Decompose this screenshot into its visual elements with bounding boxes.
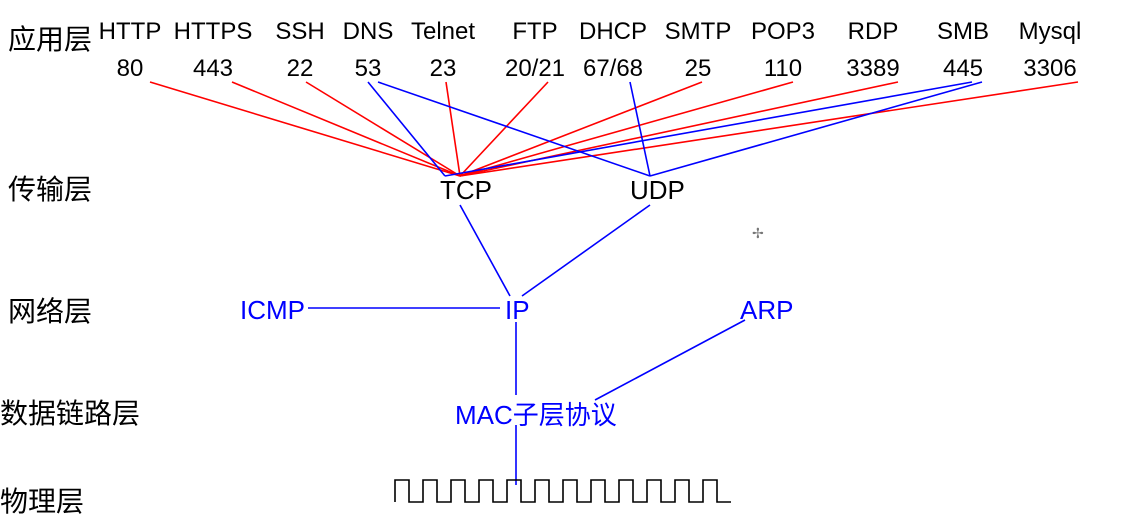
app-proto-https: HTTPS: [174, 18, 253, 46]
app-proto-dns: DNS: [343, 18, 394, 46]
app-proto-telnet: Telnet: [411, 18, 475, 46]
app-port-ssh: 22: [287, 55, 314, 83]
app-proto-mysql: Mysql: [1019, 18, 1082, 46]
layer-label-network: 网络层: [8, 290, 92, 330]
layer-label-app: 应用层: [8, 18, 92, 58]
app-proto-ssh: SSH: [275, 18, 324, 46]
app-proto-smb: SMB: [937, 18, 989, 46]
app-proto-pop3: POP3: [751, 18, 815, 46]
app-port-pop3: 110: [764, 55, 802, 83]
app-proto-dhcp: DHCP: [579, 18, 647, 46]
transport-tcp: TCP: [440, 175, 492, 206]
app-port-smb: 445: [943, 55, 983, 83]
network-arp: ARP: [740, 295, 793, 326]
app-port-ftp: 20/21: [505, 55, 565, 83]
app-port-smtp: 25: [685, 55, 712, 83]
network-ip: IP: [505, 295, 530, 326]
app-proto-rdp: RDP: [848, 18, 899, 46]
app-port-telnet: 23: [430, 55, 457, 83]
layer-label-physical: 物理层: [0, 480, 84, 520]
network-icmp: ICMP: [240, 295, 305, 326]
app-proto-ftp: FTP: [512, 18, 557, 46]
datalink-mac: MAC子层协议: [455, 395, 617, 432]
layer-label-transport: 传输层: [8, 168, 92, 208]
transport-udp: UDP: [630, 175, 685, 206]
app-port-dns: 53: [355, 55, 382, 83]
diagram-text-layer: 应用层传输层网络层数据链路层物理层 HTTP 80 HTTPS 443 SSH 22 DNS 5…: [0, 0, 1140, 532]
app-port-http: 80: [117, 55, 144, 83]
cursor-crosshair-icon: ✢: [752, 225, 764, 242]
app-port-mysql: 3306: [1023, 55, 1076, 83]
app-port-rdp: 3389: [846, 55, 899, 83]
app-port-dhcp: 67/68: [583, 55, 643, 83]
app-proto-smtp: SMTP: [665, 18, 732, 46]
app-proto-http: HTTP: [99, 18, 162, 46]
app-port-https: 443: [193, 55, 233, 83]
layer-label-datalink: 数据链路层: [0, 392, 140, 432]
